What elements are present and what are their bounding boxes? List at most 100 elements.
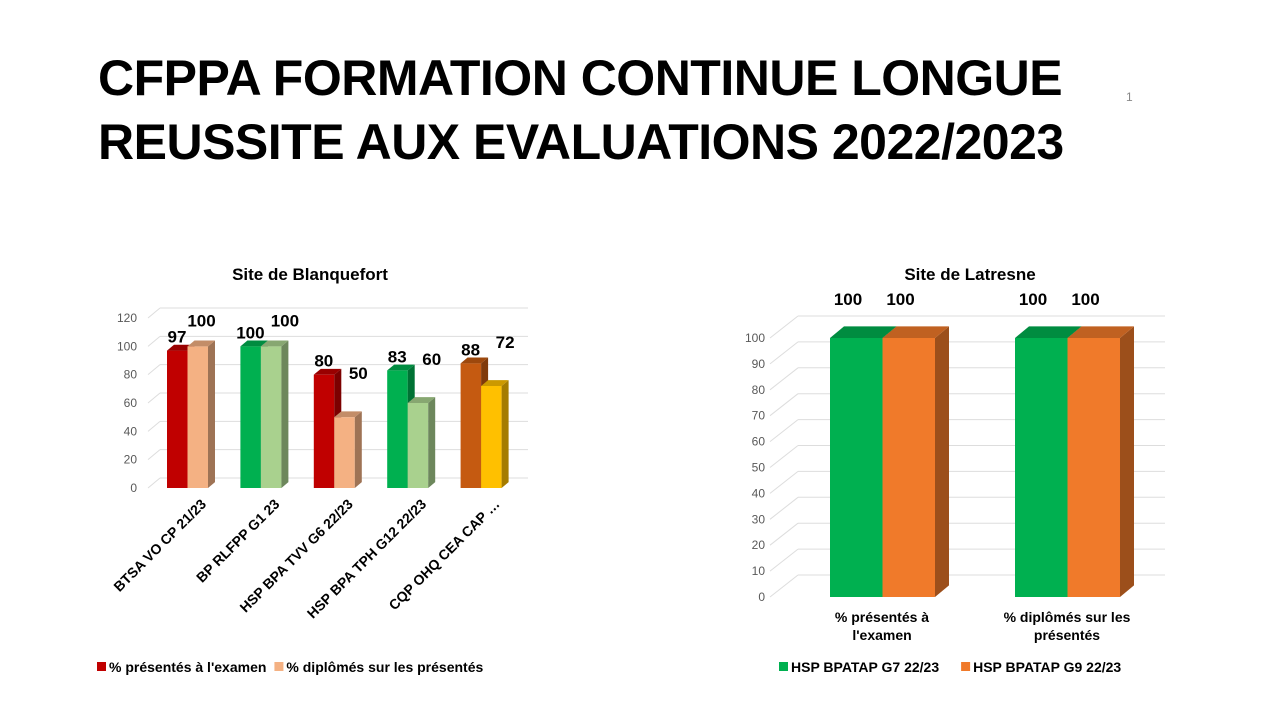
- bar-top: [187, 340, 215, 347]
- gridline: [147, 420, 161, 432]
- y-tick-label: 10: [752, 564, 766, 578]
- bar: [187, 346, 208, 488]
- bar-top: [387, 364, 415, 371]
- bar-top: [407, 397, 436, 403]
- gridline: [147, 392, 161, 404]
- data-label: 80: [314, 352, 333, 371]
- bar: [167, 350, 188, 488]
- bar: [240, 346, 261, 488]
- gridline: [769, 522, 799, 546]
- x-tick-label: l'examen: [852, 627, 911, 643]
- bar-top: [313, 368, 342, 375]
- bar-side: [354, 411, 362, 488]
- legend-label: HSP BPATAP G7 22/23: [791, 659, 939, 675]
- gridline: [147, 477, 161, 489]
- chart-title: Site de Blanquefort: [232, 265, 388, 284]
- title-line-2: REUSSITE AUX EVALUATIONS 2022/2023: [98, 114, 1064, 170]
- y-tick-label: 20: [752, 538, 766, 552]
- y-tick-label: 120: [117, 311, 137, 325]
- data-label: 88: [461, 340, 480, 359]
- y-tick-label: 60: [752, 435, 766, 449]
- bar-side: [208, 340, 215, 488]
- gridline: [769, 471, 799, 494]
- bar-top: [481, 380, 509, 386]
- slide-title: CFPPA FORMATION CONTINUE LONGUE REUSSITE …: [98, 46, 1064, 174]
- y-tick-label: 30: [752, 512, 766, 526]
- gridline: [147, 307, 161, 319]
- y-tick-label: 80: [124, 368, 138, 382]
- data-label: 100: [1071, 290, 1099, 309]
- gridline: [769, 548, 799, 572]
- data-label: 50: [349, 364, 368, 383]
- gridline: [769, 393, 799, 417]
- data-label: 97: [168, 328, 187, 347]
- data-label: 100: [886, 290, 914, 309]
- bar-top: [240, 340, 268, 347]
- y-tick-label: 70: [752, 409, 766, 423]
- legend-label: % présentés à l'examen: [109, 659, 266, 675]
- gridline: [769, 341, 799, 365]
- legend-swatch: [97, 662, 106, 671]
- bar-top: [882, 326, 949, 338]
- data-label: 100: [236, 323, 264, 342]
- title-line-1: CFPPA FORMATION CONTINUE LONGUE: [98, 50, 1063, 106]
- chart-title: Site de Latresne: [904, 265, 1035, 284]
- y-tick-label: 40: [752, 486, 766, 500]
- bar-side: [1120, 326, 1134, 597]
- bar-top: [334, 411, 362, 418]
- x-tick-label: présentés: [1034, 627, 1100, 643]
- bar: [1015, 338, 1068, 597]
- bar: [407, 403, 429, 488]
- bar: [460, 363, 482, 488]
- bar: [313, 374, 335, 488]
- bar: [882, 338, 935, 597]
- gridline: [769, 574, 799, 598]
- data-label: 100: [271, 311, 299, 330]
- y-tick-label: 90: [752, 357, 766, 371]
- y-tick-label: 20: [124, 453, 138, 467]
- legend-swatch: [961, 662, 971, 671]
- y-tick-label: 80: [752, 383, 766, 397]
- data-label: 100: [187, 311, 215, 330]
- gridline: [147, 364, 161, 376]
- bar-side: [935, 326, 949, 597]
- gridline: [769, 496, 799, 520]
- x-tick-label: HSP BPA TPH G12 22/23: [304, 496, 430, 622]
- gridline: [147, 449, 161, 461]
- bar: [481, 386, 502, 488]
- legend-label: HSP BPATAP G9 22/23: [973, 659, 1121, 675]
- y-tick-label: 60: [124, 396, 138, 410]
- y-tick-label: 100: [117, 339, 137, 353]
- gridline: [769, 315, 799, 339]
- y-tick-label: 100: [745, 331, 765, 345]
- y-tick-label: 0: [130, 481, 137, 495]
- data-label: 72: [496, 333, 515, 352]
- data-label: 60: [422, 350, 441, 369]
- y-tick-label: 50: [752, 461, 766, 475]
- bar-side: [428, 397, 436, 488]
- bar: [260, 346, 282, 488]
- gridline: [769, 419, 799, 442]
- gridline: [147, 335, 161, 347]
- bar-top: [460, 357, 489, 364]
- bar-side: [501, 380, 509, 488]
- legend-swatch: [779, 662, 788, 671]
- legend-label: % diplômés sur les présentés: [286, 659, 483, 675]
- x-tick-label: % présentés à: [835, 609, 929, 625]
- data-label: 100: [834, 290, 862, 309]
- bar-top: [1015, 326, 1082, 338]
- bar-side: [281, 340, 289, 488]
- y-tick-label: 40: [124, 424, 138, 438]
- gridline: [769, 445, 799, 468]
- gridline: [769, 367, 799, 391]
- page-number: 1: [1126, 90, 1133, 104]
- bar: [1067, 338, 1120, 597]
- x-tick-label: % diplômés sur les: [1004, 609, 1131, 625]
- data-label: 100: [1019, 290, 1047, 309]
- bar: [334, 417, 355, 488]
- bar: [830, 338, 883, 597]
- data-label: 83: [388, 347, 407, 366]
- bar-top: [830, 326, 897, 338]
- y-tick-label: 0: [758, 590, 765, 604]
